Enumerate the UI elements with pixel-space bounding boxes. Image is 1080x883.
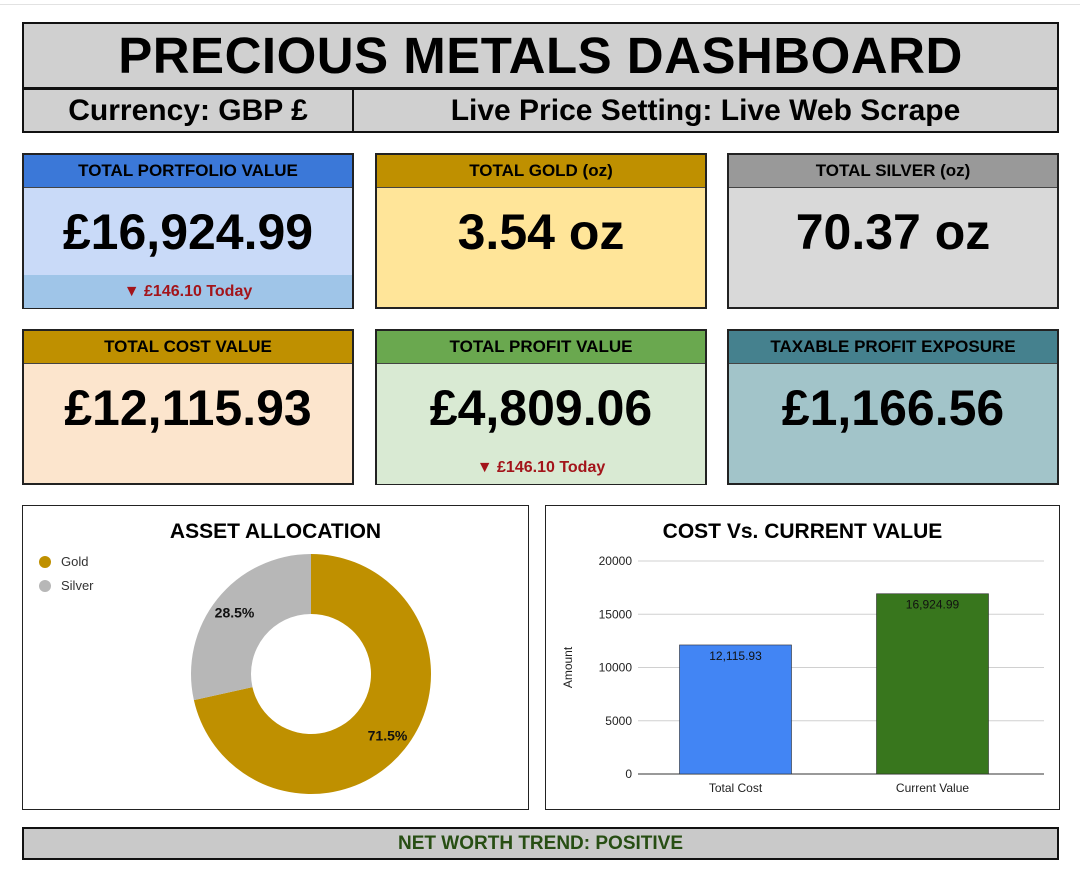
y-tick-label: 5000	[605, 714, 632, 728]
card-total-silver: TOTAL SILVER (oz) 70.37 oz	[727, 153, 1059, 309]
cost-vs-value-chart: COST Vs. CURRENT VALUE 0 5000 10000 15000 20…	[545, 505, 1060, 810]
card-header: TOTAL PROFIT VALUE	[377, 331, 705, 364]
card-total-cost-value: TOTAL COST VALUE £12,115.93	[22, 329, 354, 485]
donut-slice-silver	[191, 554, 311, 701]
x-tick-label: Current Value	[896, 781, 969, 795]
donut-svg: 71.5% 28.5%	[191, 554, 432, 794]
donut-slice-gold	[193, 554, 432, 794]
y-tick-label: 10000	[599, 661, 633, 675]
card-daily-change: ▼ £146.10 Today	[377, 452, 705, 484]
slice-label: 28.5%	[215, 605, 255, 621]
legend-swatch	[39, 579, 51, 592]
card-header: TAXABLE PROFIT EXPOSURE	[729, 331, 1057, 364]
legend-item-gold: Gold	[39, 554, 88, 569]
legend-swatch	[39, 555, 51, 568]
bar-data-label: 16,924.99	[906, 598, 960, 612]
y-tick-label: 0	[625, 767, 632, 781]
card-value: £4,809.06	[377, 364, 705, 452]
bar-data-label: 12,115.93	[709, 649, 762, 663]
card-value: 3.54 oz	[377, 188, 705, 276]
bar-total-cost	[679, 644, 792, 775]
card-value: £16,924.99	[24, 188, 352, 275]
y-axis-label: Amount	[561, 646, 575, 688]
card-header: TOTAL SILVER (oz)	[729, 155, 1057, 188]
x-tick-label: Total Cost	[709, 781, 763, 795]
card-total-gold: TOTAL GOLD (oz) 3.54 oz	[375, 153, 707, 309]
legend-item-silver: Silver	[39, 578, 94, 593]
bar-svg: 0 5000 10000 15000 20000 Amount 12,115.93 Total…	[561, 554, 1044, 795]
card-value: £1,166.56	[729, 364, 1057, 452]
card-taxable-profit-exposure: TAXABLE PROFIT EXPOSURE £1,166.56	[727, 329, 1059, 485]
card-total-portfolio-value: TOTAL PORTFOLIO VALUE £16,924.99 ▼ £146.…	[22, 153, 354, 309]
chart-title: ASSET ALLOCATION	[169, 520, 382, 543]
legend-label: Gold	[61, 554, 89, 569]
net-worth-trend-banner: NET WORTH TREND: POSITIVE	[22, 827, 1059, 860]
price-setting-label: Live Price Setting: Live Web Scrape	[352, 88, 1059, 133]
card-header: TOTAL PORTFOLIO VALUE	[24, 155, 352, 188]
slice-label: 71.5%	[368, 727, 408, 743]
card-value: £12,115.93	[24, 364, 352, 452]
currency-label: Currency: GBP £	[22, 88, 354, 133]
card-header: TOTAL COST VALUE	[24, 331, 352, 364]
legend-label: Silver	[61, 578, 94, 593]
card-header: TOTAL GOLD (oz)	[377, 155, 705, 188]
y-tick-label: 20000	[599, 554, 633, 568]
chart-title: COST Vs. CURRENT VALUE	[662, 520, 943, 543]
card-total-profit-value: TOTAL PROFIT VALUE £4,809.06 ▼ £146.10 T…	[375, 329, 707, 485]
card-value: 70.37 oz	[729, 188, 1057, 276]
dashboard-title: PRECIOUS METALS DASHBOARD	[22, 22, 1059, 89]
sheet-gridline	[0, 0, 1080, 5]
card-daily-change: ▼ £146.10 Today	[24, 275, 352, 308]
asset-allocation-chart: ASSET ALLOCATION Gold Silver 71.5% 28.5%	[22, 505, 529, 810]
bar-current-value	[876, 593, 989, 775]
y-tick-label: 15000	[599, 607, 633, 621]
